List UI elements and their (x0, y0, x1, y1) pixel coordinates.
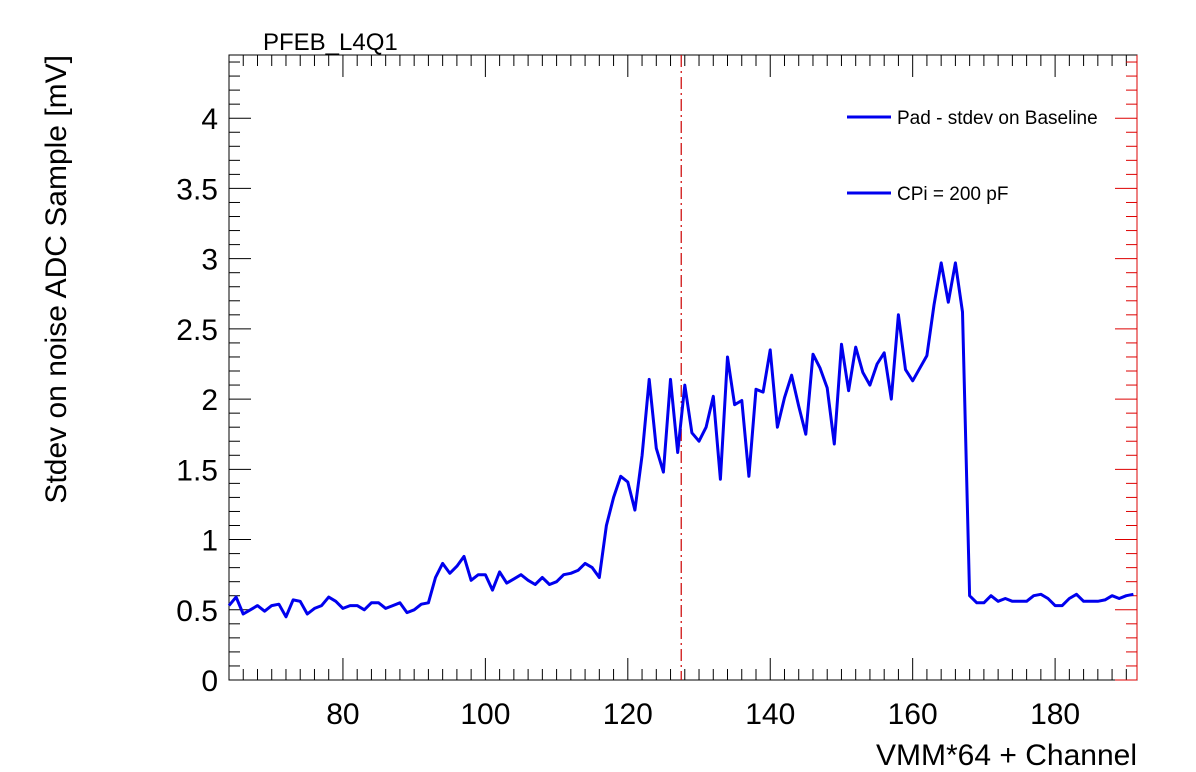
legend-entry-pad: Pad - stdev on Baseline (897, 108, 1098, 129)
y-axis: 0 0.5 1 1.5 2 2.5 3 3.5 4 (176, 61, 1137, 698)
y-axis-title: Stdev on noise ADC Sample [mV] (40, 55, 73, 504)
x-tick-label: 140 (745, 698, 795, 731)
x-tick-label: 120 (603, 698, 653, 731)
y-tick-label: 1 (201, 525, 218, 558)
plot-area (228, 54, 1138, 681)
x-tick-label: 160 (888, 698, 938, 731)
y-tick-label: 3.5 (176, 173, 218, 206)
y-tick-label: 1.5 (176, 454, 218, 487)
y-tick-label: 4 (201, 103, 218, 136)
y-tick-label: 3 (201, 244, 218, 277)
series-line-pad-stdev (227, 261, 1134, 619)
x-axis-title: VMM*64 + Channel (876, 739, 1137, 772)
chart-title: PFEB_L4Q1 (263, 29, 398, 56)
x-tick-label: 80 (326, 698, 359, 731)
legend: Pad - stdev on Baseline CPi = 200 pF (847, 108, 1098, 205)
y-tick-label: 2 (201, 384, 218, 417)
y-tick-label: 0 (201, 665, 218, 698)
legend-entry-cpi: CPi = 200 pF (897, 184, 1008, 205)
x-tick-label: 100 (460, 698, 510, 731)
y-tick-label: 0.5 (176, 595, 218, 628)
y-tick-label: 2.5 (176, 314, 218, 347)
x-tick-label: 180 (1030, 698, 1080, 731)
x-axis: 80 100 120 140 160 180 (228, 55, 1127, 731)
